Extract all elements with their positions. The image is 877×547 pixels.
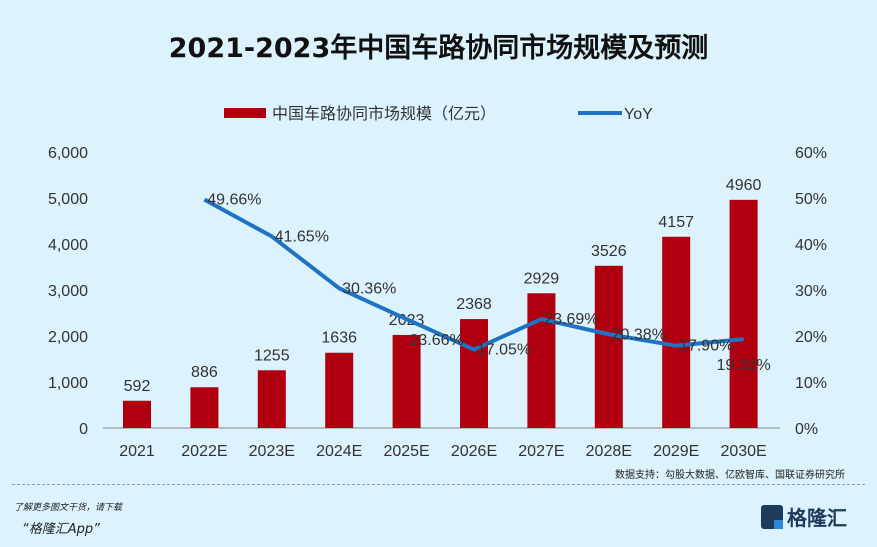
promo-text: 了解更多图文干货，请下载 (14, 503, 123, 513)
x-tick-label: 2023E (249, 443, 295, 460)
y-tick-label: 5,000 (48, 191, 88, 208)
y-tick-label: 0 (79, 421, 88, 438)
legend-bar-swatch (224, 108, 266, 118)
bar (460, 319, 488, 428)
x-tick-label: 2022E (181, 443, 227, 460)
logo-text: 格隆汇 (787, 506, 847, 530)
yoy-line (203, 197, 744, 352)
x-tick-label: 2029E (653, 443, 699, 460)
yoy-value-label: 17.90% (679, 338, 733, 355)
bar-value-label: 4157 (658, 214, 694, 231)
y2-tick-label: 40% (795, 237, 827, 254)
logo-icon (761, 504, 783, 529)
y-tick-label: 3,000 (48, 283, 88, 300)
bar-value-label: 1636 (321, 330, 357, 347)
bar-value-label: 2929 (524, 270, 560, 287)
x-tick-label: 2027E (518, 443, 564, 460)
bar (594, 265, 623, 428)
bar-value-label: 886 (191, 364, 218, 381)
bar (325, 352, 354, 428)
x-tick-label: 2024E (316, 443, 362, 460)
x-tick-label: 2021 (119, 443, 155, 460)
y-tick-label: 4,000 (48, 237, 88, 254)
bar-value-label: 1255 (254, 347, 290, 364)
yoy-value-label: 49.66% (207, 192, 261, 209)
legend-line-label: YoY (624, 106, 653, 123)
bar-value-label: 592 (124, 378, 151, 395)
gelonghui-logo: 格隆汇 (761, 502, 847, 531)
y-tick-label: 2,000 (48, 329, 88, 346)
yoy-value-label: 19.32% (716, 357, 770, 374)
promo-app: “格隆汇App” (22, 522, 100, 537)
bar (662, 236, 691, 428)
chart-title: 2021-2023年中国车路协同市场规模及预测 (168, 33, 709, 64)
yoy-value-label: 30.36% (342, 280, 396, 297)
bar (123, 400, 151, 428)
x-tick-label: 2028E (586, 443, 632, 460)
x-tick-label: 2030E (720, 443, 766, 460)
y-tick-label: 1,000 (48, 375, 88, 392)
x-tick-label: 2025E (383, 443, 429, 460)
y2-tick-label: 50% (795, 191, 827, 208)
bar (190, 387, 219, 428)
legend-bar-label: 中国车路协同市场规模（亿元） (272, 105, 496, 123)
yoy-value-label: 23.69% (544, 311, 598, 328)
y2-tick-label: 60% (795, 145, 827, 162)
divider (12, 484, 865, 485)
yoy-value-label: 20.38% (612, 326, 666, 343)
bar (729, 199, 758, 428)
bar-value-label: 4960 (726, 177, 762, 194)
bar-value-label: 2368 (456, 296, 492, 313)
y2-tick-label: 10% (795, 375, 827, 392)
yoy-value-label: 17.05% (477, 342, 531, 359)
y2-tick-label: 0% (795, 421, 818, 438)
bar (527, 293, 556, 428)
yoy-value-label: 23.66% (409, 332, 463, 349)
yoy-value-label: 41.65% (275, 228, 329, 245)
y2-tick-label: 20% (795, 329, 827, 346)
bar (392, 334, 421, 428)
x-tick-label: 2026E (451, 443, 497, 460)
bar (257, 370, 286, 428)
y2-tick-label: 30% (795, 283, 827, 300)
bar-value-label: 3526 (591, 243, 627, 260)
y-tick-label: 6,000 (48, 145, 88, 162)
data-source: 数据支持：勾股大数据、亿欧智库、国联证券研究所 (615, 470, 845, 481)
